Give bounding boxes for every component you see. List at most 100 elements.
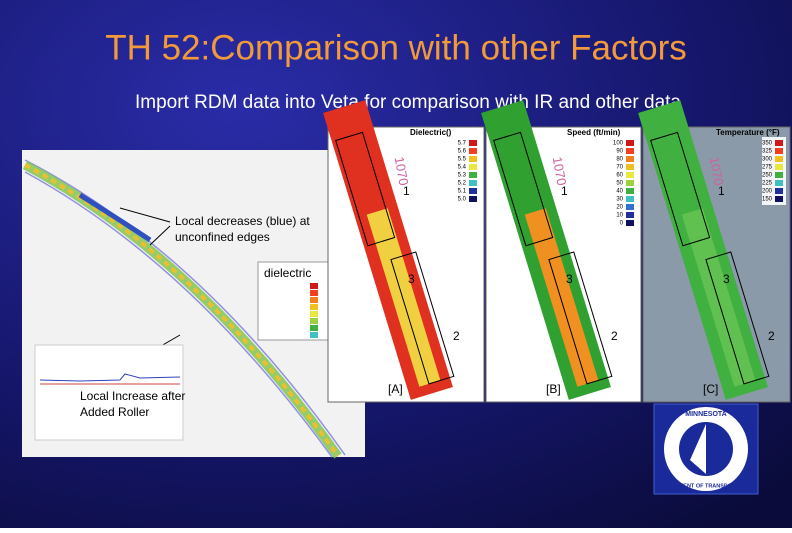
legend-label: 20 (616, 205, 623, 211)
swatch (775, 156, 783, 162)
legend-label: 5.3 (458, 173, 467, 179)
legend-label: 5.4 (458, 165, 467, 171)
title: TH 52:Comparison with other Factors (105, 28, 687, 67)
zone-label: 1 (718, 184, 725, 198)
zone (650, 131, 711, 247)
panel-title: Temperature (°F) (716, 128, 780, 137)
swatch (310, 283, 318, 289)
legend-label: 300 (762, 157, 773, 163)
swatch (469, 140, 477, 146)
legend-label: 350 (762, 141, 773, 147)
swatch (310, 304, 318, 310)
legend-title: dielectric (264, 266, 311, 280)
legend-label: 50 (616, 181, 623, 187)
swatch (310, 290, 318, 296)
legend-label: 40 (616, 189, 623, 195)
zone (493, 131, 554, 247)
panel-title: Dielectric() (410, 128, 452, 137)
pavement-strip (481, 100, 613, 400)
swatch (469, 172, 477, 178)
legend-label: 60 (616, 173, 623, 179)
swatch (310, 325, 318, 331)
left-figure: Local decreases (blue) at unconfined edg… (22, 150, 365, 459)
swatch (626, 140, 634, 146)
swatch (775, 196, 783, 202)
legend-label: 80 (616, 157, 623, 163)
legend-label: 5.1 (458, 189, 467, 195)
swatch (626, 212, 634, 218)
swatch (626, 148, 634, 154)
zone-label: 3 (723, 272, 730, 286)
station-label: 1070 (392, 156, 412, 187)
legend-label: 325 (762, 149, 773, 155)
swatch (775, 140, 783, 146)
logo-text: DEPARTMENT OF TRANSPORTATION (657, 483, 756, 489)
panels: 1070Dielectric()5.75.65.55.45.35.25.15.0… (323, 100, 791, 403)
swatch (626, 188, 634, 194)
logo: MINNESOTA DEPARTMENT OF TRANSPORTATION (653, 403, 759, 495)
legend-label: 90 (616, 149, 623, 155)
legend-label: 5.7 (458, 141, 467, 147)
legend-label: 200 (762, 189, 773, 195)
subtitle: Import RDM data into Veta for comparison… (135, 92, 681, 113)
legend-box (456, 137, 480, 205)
zone-label: 1 (403, 184, 410, 198)
swatch (626, 196, 634, 202)
legend-label: 5.6 (458, 149, 467, 155)
zone-label: 1 (561, 184, 568, 198)
annotation: unconfined edges (175, 230, 270, 244)
strip (366, 208, 441, 387)
swatch (626, 156, 634, 162)
zone (335, 131, 396, 247)
swatch (310, 311, 318, 317)
station-label: 1070 (707, 156, 727, 187)
swatch (469, 164, 477, 170)
swatch (469, 196, 477, 202)
station-label: 1070 (550, 156, 570, 187)
legend-label: 225 (762, 181, 773, 187)
swatch (775, 164, 783, 170)
annotation: Local Increase after (80, 389, 185, 403)
panel-label: [B] (546, 382, 561, 396)
panel-label: [C] (703, 382, 718, 396)
annotation: Local decreases (blue) at (175, 214, 310, 228)
zone-label: 3 (566, 272, 573, 286)
swatch (775, 172, 783, 178)
zone (390, 251, 455, 385)
annotation: Added Roller (80, 405, 149, 419)
pavement-strip (638, 100, 770, 400)
legend-label: 150 (762, 197, 773, 203)
swatch (626, 204, 634, 210)
swatch (775, 148, 783, 154)
swatch (469, 180, 477, 186)
logo-text: MINNESOTA (685, 411, 726, 418)
legend-label: 10 (616, 213, 623, 219)
zone-label: 2 (453, 329, 460, 343)
legend-box (762, 137, 786, 205)
zone-label: 3 (408, 272, 415, 286)
swatch (626, 164, 634, 170)
strip (524, 208, 599, 387)
panel-label: [A] (388, 382, 403, 396)
swatch (626, 180, 634, 186)
swatch (626, 172, 634, 178)
legend-label: 5.0 (458, 197, 467, 203)
swatch (469, 148, 477, 154)
legend-label: 30 (616, 197, 623, 203)
panel-title: Speed (ft/min) (567, 128, 621, 137)
strip (681, 208, 756, 387)
swatch (310, 332, 318, 338)
legend-label: 5.5 (458, 157, 467, 163)
swatch (775, 188, 783, 194)
swatch (469, 156, 477, 162)
legend-label: 250 (762, 173, 773, 179)
zone-label: 2 (611, 329, 618, 343)
pavement-strip (323, 100, 455, 400)
legend-label: 5.2 (458, 181, 467, 187)
zone (705, 251, 770, 385)
legend-label: 70 (616, 165, 623, 171)
swatch (310, 318, 318, 324)
zone (548, 251, 613, 385)
legend-label: 275 (762, 165, 773, 171)
